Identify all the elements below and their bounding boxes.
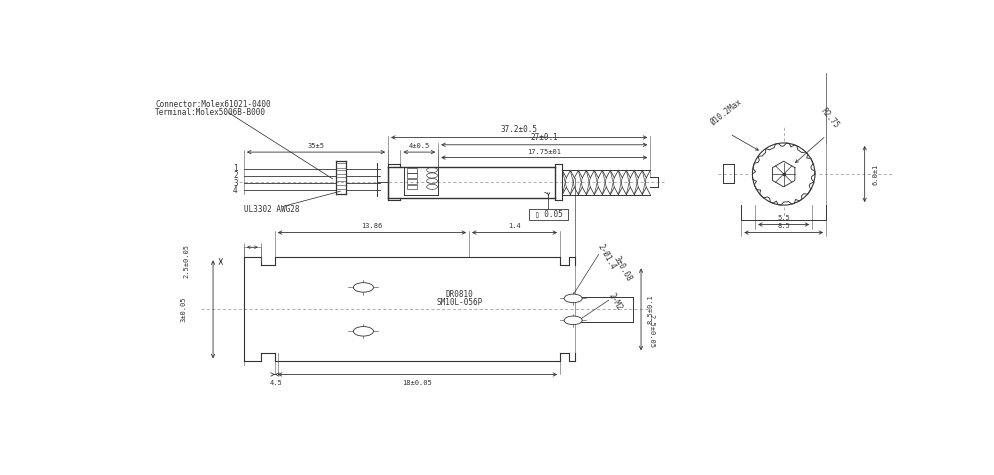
Text: 2-Ø1.4: 2-Ø1.4	[595, 242, 617, 271]
Bar	[529, 209, 568, 220]
Text: 13.86: 13.86	[361, 223, 382, 229]
Text: 35±5: 35±5	[307, 143, 324, 149]
Text: 27±0.1: 27±0.1	[530, 133, 558, 142]
Text: Terminal:Molex5006B-B000: Terminal:Molex5006B-B000	[155, 108, 266, 117]
Text: 1: 1	[233, 164, 238, 173]
Text: 8.5: 8.5	[776, 223, 789, 229]
Bar	[407, 179, 416, 183]
Text: 6.0±1: 6.0±1	[872, 163, 878, 185]
Text: 2: 2	[233, 171, 238, 180]
Text: 2.5±0.05: 2.5±0.05	[184, 245, 190, 278]
Text: 4±0.5: 4±0.5	[409, 143, 429, 149]
Text: 17.75±01: 17.75±01	[527, 149, 561, 155]
Text: 2.5±0.05: 2.5±0.05	[648, 314, 654, 348]
Text: 4.5: 4.5	[269, 380, 282, 386]
Text: 3±0.08: 3±0.08	[611, 254, 633, 283]
Circle shape	[564, 294, 581, 303]
Circle shape	[353, 283, 373, 292]
Text: 3±0.05: 3±0.05	[180, 296, 186, 322]
Text: DR0810: DR0810	[445, 290, 473, 299]
Text: UL3302 AWG28: UL3302 AWG28	[244, 205, 299, 214]
Text: R2.75: R2.75	[818, 107, 840, 130]
Text: Ø10.2Max: Ø10.2Max	[708, 97, 743, 127]
Bar	[407, 173, 416, 178]
Ellipse shape	[751, 143, 814, 205]
Text: 1.4: 1.4	[508, 223, 521, 229]
Circle shape	[564, 316, 581, 324]
Text: 4: 4	[233, 186, 238, 195]
Text: Connector:Molex61021-0400: Connector:Molex61021-0400	[155, 100, 270, 109]
Text: 5.5: 5.5	[776, 215, 789, 221]
Text: 18±0.05: 18±0.05	[403, 380, 431, 386]
Text: 3: 3	[233, 179, 238, 188]
Bar	[407, 168, 416, 172]
Text: 37.2±0.5: 37.2±0.5	[500, 125, 537, 134]
Circle shape	[353, 326, 373, 336]
Text: 2-M2: 2-M2	[605, 292, 623, 313]
Text: 8.5±0.1: 8.5±0.1	[646, 294, 652, 324]
Bar	[407, 185, 416, 190]
Text: ▯ 0.05: ▯ 0.05	[534, 210, 562, 219]
Text: SM10L-056P: SM10L-056P	[436, 298, 482, 307]
